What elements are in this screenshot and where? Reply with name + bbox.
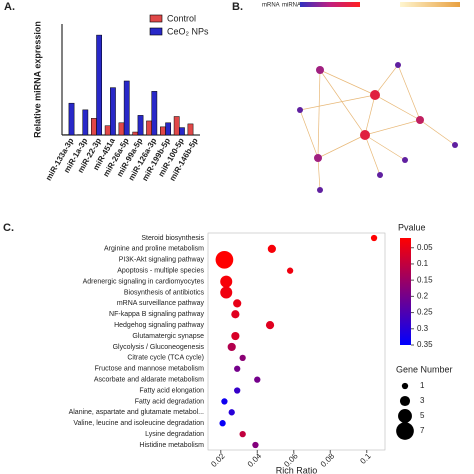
- bar: [132, 131, 139, 136]
- bubble: [219, 420, 226, 427]
- size-legend: [398, 409, 412, 423]
- bubble: [370, 234, 378, 242]
- x-tick-label: 0.1: [358, 451, 373, 466]
- size-legend: [396, 422, 414, 440]
- y-tick-label: Apoptosis - multiple species: [117, 268, 204, 275]
- bar: [104, 125, 111, 136]
- legend-swatch: [149, 27, 163, 36]
- y-tick-label: Lysine degradation: [145, 431, 204, 438]
- size-legend: [399, 395, 411, 407]
- bar: [110, 87, 116, 136]
- size-label: 1: [420, 381, 425, 390]
- y-tick-label: Histidine metabolism: [139, 442, 204, 449]
- colorbar-label: 0.15: [417, 275, 433, 284]
- x-axis-label: Rich Ratio: [276, 465, 318, 474]
- bubble: [239, 430, 246, 438]
- panel-label: B.: [232, 1, 243, 13]
- colorbar-label: 0.25: [417, 308, 433, 317]
- x-tick-label: 0.08: [319, 451, 337, 469]
- bubble: [231, 310, 240, 319]
- bar: [173, 116, 180, 136]
- bar: [187, 123, 194, 136]
- y-tick-label: Arginine and proline metabolism: [104, 246, 204, 253]
- legend-swatch: [149, 14, 163, 23]
- y-tick-label: Glycolysis / Gluconeogenesis: [113, 344, 205, 351]
- y-tick-label: Steroid biosynthesis: [141, 235, 204, 242]
- y-tick-label: Alanine, aspartate and glutamate metabol…: [69, 409, 204, 416]
- bubble: [221, 398, 228, 405]
- bubble: [286, 267, 294, 274]
- bubble: [215, 250, 234, 269]
- bubble: [267, 244, 276, 253]
- y-tick-label: NF-kappa B signaling pathway: [109, 311, 204, 318]
- bar: [179, 127, 185, 136]
- y-tick-label: Fatty acid elongation: [139, 387, 204, 394]
- bubble: [254, 376, 261, 383]
- legend-label: miRNA: [282, 3, 301, 9]
- bar: [82, 109, 89, 136]
- y-tick-label: mRNA surveillance pathway: [117, 300, 205, 307]
- bar: [146, 120, 152, 136]
- panel-label: A.: [4, 1, 15, 13]
- size-label: 7: [420, 426, 425, 435]
- bar: [96, 34, 102, 136]
- panel-label: C.: [3, 222, 14, 234]
- bubble: [265, 321, 275, 330]
- bar: [165, 122, 171, 136]
- bubble: [220, 275, 233, 288]
- bubble: [228, 409, 235, 416]
- bubble: [220, 286, 233, 299]
- y-tick-label: Fatty acid degradation: [135, 398, 204, 405]
- legend-label: mRNA: [262, 3, 280, 9]
- y-tick-label: Glutamatergic synapse: [132, 333, 204, 340]
- bubble: [239, 354, 246, 361]
- color-legend: [400, 2, 460, 7]
- size-legend: [401, 382, 409, 390]
- bar: [151, 91, 158, 136]
- plot-area: [207, 232, 386, 451]
- bar: [123, 80, 130, 136]
- x-tick-label: 0.04: [246, 451, 264, 469]
- size-title: Gene Number: [396, 364, 453, 374]
- bubble: [231, 331, 240, 341]
- colorbar-label: 0.2: [417, 291, 429, 300]
- colorbar-title: Pvalue: [398, 222, 426, 232]
- legend-label: CeO₂ NPs: [167, 26, 209, 36]
- x-tick-label: 0.02: [209, 451, 227, 469]
- colorbar-label: 0.3: [417, 324, 429, 333]
- size-label: 3: [420, 396, 425, 405]
- y-tick-label: Adrenergic signaling in cardiomyocytes: [83, 278, 205, 285]
- bar: [91, 118, 97, 136]
- y-tick-label: Fructose and mannose metabolism: [95, 366, 204, 373]
- y-tick-label: Hedgehog signaling pathway: [114, 322, 204, 329]
- bar: [137, 115, 144, 136]
- bar: [68, 102, 75, 136]
- y-axis-label: Relative miRNA expression: [32, 21, 42, 138]
- y-tick-label: Valine, leucine and isoleucine degradati…: [73, 420, 204, 427]
- y-tick-label: Citrate cycle (TCA cycle): [127, 355, 204, 362]
- y-tick-label: PI3K-Akt signaling pathway: [119, 257, 205, 264]
- size-label: 5: [420, 411, 425, 420]
- bubble: [233, 299, 242, 308]
- colorbar: [400, 238, 411, 345]
- colorbar-label: 0.05: [417, 243, 433, 252]
- bubble: [252, 441, 259, 449]
- bubble: [227, 342, 236, 352]
- network: [297, 62, 458, 193]
- bar: [118, 122, 125, 136]
- legend-label: Control: [167, 13, 196, 23]
- y-tick-label: Ascorbate and aldarate metabolism: [94, 376, 204, 383]
- color-legend: [300, 2, 360, 7]
- bubble: [234, 387, 241, 394]
- colorbar-label: 0.1: [417, 259, 429, 268]
- y-tick-label: Biosynthesis of antibiotics: [124, 289, 205, 296]
- bubble: [234, 365, 241, 372]
- colorbar-label: 0.35: [417, 340, 433, 349]
- bar: [160, 126, 166, 136]
